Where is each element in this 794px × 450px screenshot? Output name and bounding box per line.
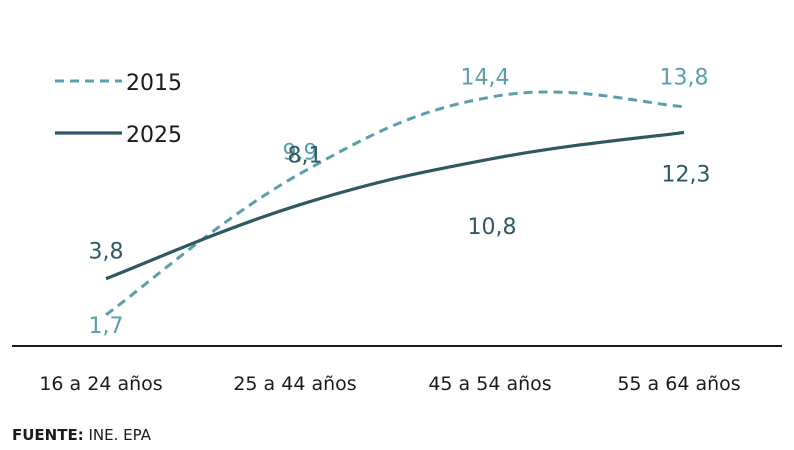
- legend: 2015 2025: [55, 71, 182, 148]
- data-label-2025-1: 8,1: [288, 144, 323, 169]
- series-line-2015: [105, 90, 685, 316]
- source-text: INE. EPA: [83, 426, 151, 444]
- data-label-2025-0: 3,8: [89, 240, 124, 265]
- x-tick-layer: 16 a 24 años 25 a 44 años 45 a 54 años 55 a…: [39, 373, 740, 395]
- source-label: FUENTE:: [12, 426, 84, 444]
- data-label-2015-2: 14,4: [461, 65, 510, 90]
- series-layer: [105, 90, 685, 316]
- series-line-2025: [105, 130, 685, 281]
- data-label-2025-2: 10,8: [468, 215, 517, 240]
- data-label-2015-3: 13,8: [660, 66, 709, 91]
- data-label-layer: 1,7 9,9 14,4 13,8 3,8 8,1 10,8 12,3: [89, 65, 711, 338]
- legend-label-2015: 2015: [126, 71, 182, 96]
- legend-label-2025: 2025: [126, 123, 182, 148]
- x-tick-label-0: 16 a 24 años: [39, 373, 162, 395]
- data-label-2015-0: 1,7: [89, 314, 124, 339]
- x-tick-label-3: 55 a 64 años: [617, 373, 740, 395]
- data-label-2015-1: 9,9: [283, 141, 318, 166]
- data-label-2025-3: 12,3: [662, 162, 711, 187]
- source-note: FUENTE: INE. EPA: [12, 426, 151, 444]
- x-tick-label-1: 25 a 44 años: [233, 373, 356, 395]
- x-tick-label-2: 45 a 54 años: [428, 373, 551, 395]
